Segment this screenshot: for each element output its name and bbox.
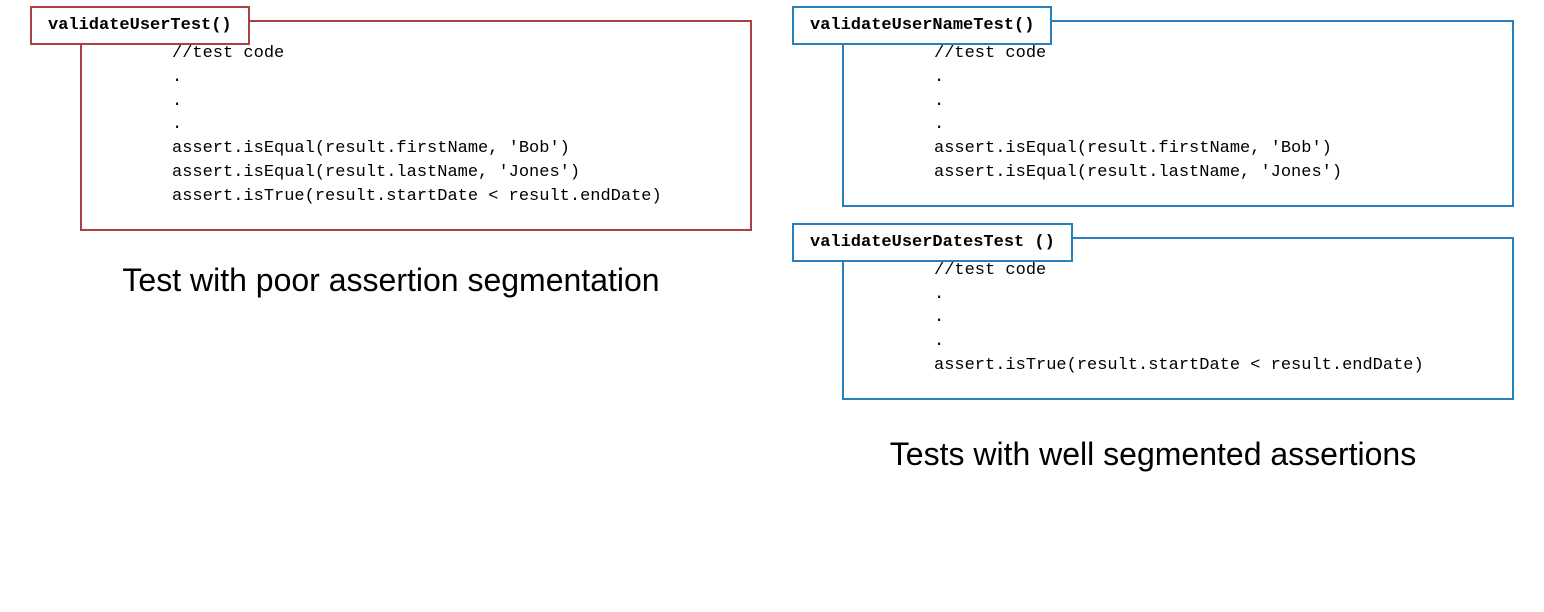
caption-left: Test with poor assertion segmentation <box>30 261 752 299</box>
code-block-poor: validateUserTest() //test code . . . ass… <box>30 20 752 231</box>
code-body-poor: //test code . . . assert.isEqual(result.… <box>80 20 752 231</box>
left-column: validateUserTest() //test code . . . ass… <box>0 0 772 612</box>
code-body-name: //test code . . . assert.isEqual(result.… <box>842 20 1514 207</box>
code-title-name: validateUserNameTest() <box>792 6 1052 45</box>
diagram-container: validateUserTest() //test code . . . ass… <box>0 0 1544 612</box>
code-title-dates: validateUserDatesTest () <box>792 223 1073 262</box>
caption-right: Tests with well segmented assertions <box>792 435 1514 473</box>
code-title-poor: validateUserTest() <box>30 6 250 45</box>
right-column: validateUserNameTest() //test code . . .… <box>772 0 1544 612</box>
code-block-name-test: validateUserNameTest() //test code . . .… <box>792 20 1514 207</box>
code-block-dates-test: validateUserDatesTest () //test code . .… <box>792 237 1514 400</box>
